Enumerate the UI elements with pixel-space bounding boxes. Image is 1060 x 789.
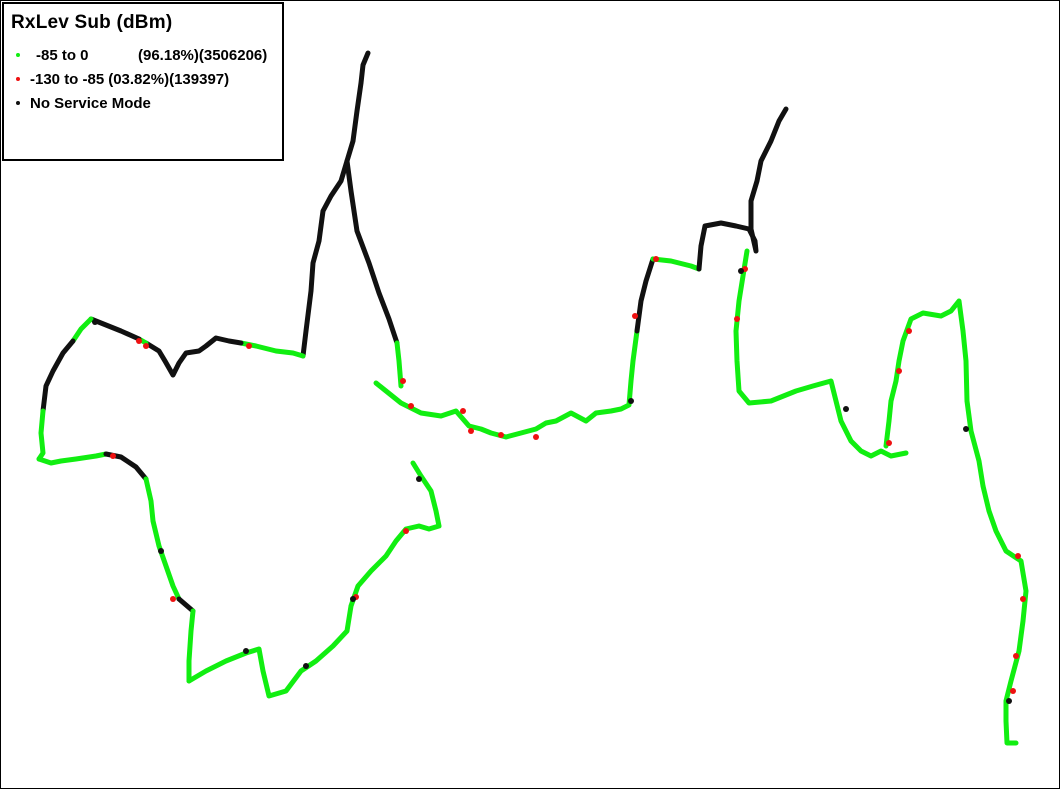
route-sample-b6	[628, 398, 634, 404]
route-sample-16	[734, 316, 740, 322]
legend: RxLev Sub (dBm) -85 to 0 (96.18%) (35062…	[2, 2, 284, 161]
route-sample-b2	[243, 648, 249, 654]
route-sample-b5	[416, 476, 422, 482]
route-segment-6	[88, 316, 142, 342]
route-sample-13	[632, 313, 638, 319]
route-segment-9	[36, 408, 46, 462]
route-segment-21	[883, 298, 1029, 746]
route-segment-1	[344, 158, 400, 346]
route-sample-5	[136, 338, 142, 344]
legend-range: -130 to -85	[30, 70, 105, 88]
route-sample-9	[460, 408, 466, 414]
route-segment-16	[373, 328, 640, 440]
route-segment-18	[650, 256, 702, 272]
green-dot-icon	[16, 53, 20, 57]
route-sample-22	[1013, 653, 1019, 659]
route-segment-8	[40, 338, 76, 414]
route-sample-7	[400, 378, 406, 384]
route-sample-2	[403, 528, 409, 534]
route-sample-19	[886, 440, 892, 446]
route-sample-1	[170, 596, 176, 602]
route-sample-18	[906, 328, 912, 334]
route-segment-7	[70, 316, 94, 344]
route-sample-b7	[738, 268, 744, 274]
route-segment-17	[634, 256, 656, 334]
legend-item-no-service: No Service Mode	[11, 91, 282, 115]
legend-count: (3506206)	[198, 46, 268, 64]
legend-count: (139397)	[169, 70, 230, 88]
route-sample-14	[653, 256, 659, 262]
legend-range: -85 to 0	[36, 46, 89, 64]
route-segment-15	[186, 460, 442, 699]
legend-percent: (96.18%)	[138, 46, 199, 64]
route-sample-8	[408, 403, 414, 409]
route-segment-14	[186, 608, 196, 684]
legend-range: No Service Mode	[30, 94, 151, 112]
route-sample-20	[1015, 553, 1021, 559]
route-sample-10	[468, 428, 474, 434]
route-sample-12	[533, 434, 539, 440]
black-dot-icon	[16, 101, 20, 105]
route-sample-17	[896, 368, 902, 374]
route-segment-13	[176, 596, 196, 614]
legend-item-weak-signal: -130 to -85 (03.82%) (139397)	[11, 67, 282, 91]
route-sample-11	[498, 432, 504, 438]
route-sample-b0	[92, 319, 98, 325]
route-sample-4	[246, 343, 252, 349]
legend-item-good-signal: -85 to 0 (96.18%) (3506206)	[11, 43, 282, 67]
route-segment-10	[36, 451, 109, 466]
route-segment-20	[733, 248, 909, 459]
route-segment-4	[143, 335, 244, 378]
route-sample-b10	[1006, 698, 1012, 704]
route-sample-21	[1020, 596, 1026, 602]
legend-title: RxLev Sub (dBm)	[11, 12, 173, 33]
route-segment-12	[143, 476, 182, 602]
route-sample-0	[110, 453, 116, 459]
route-segment-2	[394, 340, 404, 389]
route-sample-23	[1010, 688, 1016, 694]
route-segment-0	[300, 50, 371, 359]
route-sample-b3	[303, 663, 309, 669]
route-sample-6	[143, 343, 149, 349]
route-sample-b9	[963, 426, 969, 432]
route-sample-b8	[843, 406, 849, 412]
red-dot-icon	[16, 77, 20, 81]
route-sample-b4	[350, 596, 356, 602]
route-segment-19	[696, 106, 789, 272]
legend-percent: (03.82%)	[108, 70, 170, 88]
route-sample-b1	[158, 548, 164, 554]
